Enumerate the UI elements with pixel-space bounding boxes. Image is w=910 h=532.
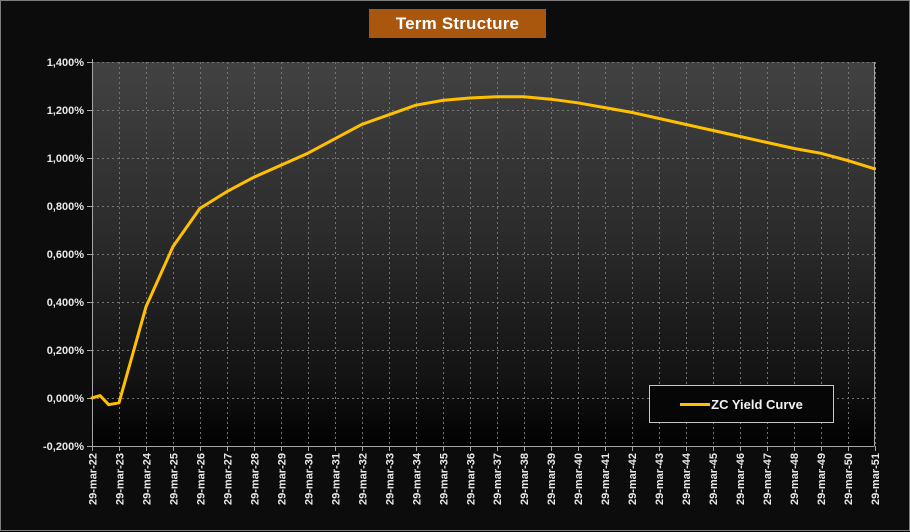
x-axis-tick-label: 29-mar-49: [816, 453, 828, 505]
x-axis-tick-label: 29-mar-41: [600, 453, 612, 505]
legend-line-swatch: [680, 402, 711, 406]
y-axis-tick-label: -0,200%: [43, 441, 84, 453]
y-axis-tick-label: 1,400%: [47, 57, 85, 69]
x-axis-tick-label: 29-mar-50: [843, 453, 855, 505]
x-axis-tick-label: 29-mar-37: [492, 453, 504, 505]
x-axis-tick-label: 29-mar-28: [249, 453, 261, 505]
x-axis-tick-label: 29-mar-48: [789, 453, 801, 505]
x-axis-tick-label: 29-mar-32: [357, 453, 369, 505]
x-axis-tick-label: 29-mar-51: [870, 453, 882, 505]
y-axis-tick-label: 0,000%: [47, 393, 85, 405]
x-axis-tick-label: 29-mar-23: [114, 453, 126, 505]
x-axis-tick-label: 29-mar-30: [303, 453, 315, 505]
x-axis-tick-label: 29-mar-38: [519, 453, 531, 505]
legend-label: ZC Yield Curve: [711, 396, 803, 412]
y-axis-tick-label: 1,200%: [47, 105, 85, 117]
x-axis-tick-label: 29-mar-45: [708, 453, 720, 505]
x-axis-tick-label: 29-mar-27: [222, 453, 234, 505]
x-axis-tick-label: 29-mar-34: [411, 452, 423, 505]
y-axis-tick-label: 0,200%: [47, 345, 85, 357]
x-axis-tick-label: 29-mar-25: [168, 453, 180, 505]
x-axis-tick-label: 29-mar-35: [438, 453, 450, 505]
x-axis-tick-label: 29-mar-24: [141, 452, 153, 505]
y-axis-tick-label: 0,600%: [47, 249, 85, 261]
x-axis-tick-label: 29-mar-22: [88, 453, 100, 505]
y-axis-tick-label: 0,400%: [47, 297, 85, 309]
x-axis-tick-label: 29-mar-26: [195, 453, 207, 505]
legend: ZC Yield Curve: [649, 385, 834, 423]
x-axis-tick-label: 29-mar-44: [681, 452, 693, 505]
chart-title: Term Structure: [369, 9, 546, 38]
x-axis-tick-label: 29-mar-46: [735, 453, 747, 505]
x-axis-tick-label: 29-mar-31: [330, 453, 342, 505]
x-axis-tick-label: 29-mar-47: [762, 453, 774, 505]
x-axis-tick-label: 29-mar-33: [384, 453, 396, 505]
x-axis-tick-label: 29-mar-29: [276, 453, 288, 505]
x-axis-tick-label: 29-mar-40: [573, 453, 585, 505]
x-axis-tick-label: 29-mar-39: [546, 453, 558, 505]
x-axis-tick-label: 29-mar-42: [627, 453, 639, 505]
x-axis-tick-label: 29-mar-36: [465, 453, 477, 505]
x-axis-tick-label: 29-mar-43: [654, 453, 666, 505]
y-axis-tick-label: 0,800%: [47, 201, 85, 213]
y-axis-tick-label: 1,000%: [47, 153, 85, 165]
zc-yield-curve-line: [90, 95, 876, 407]
axes: [87, 59, 876, 451]
